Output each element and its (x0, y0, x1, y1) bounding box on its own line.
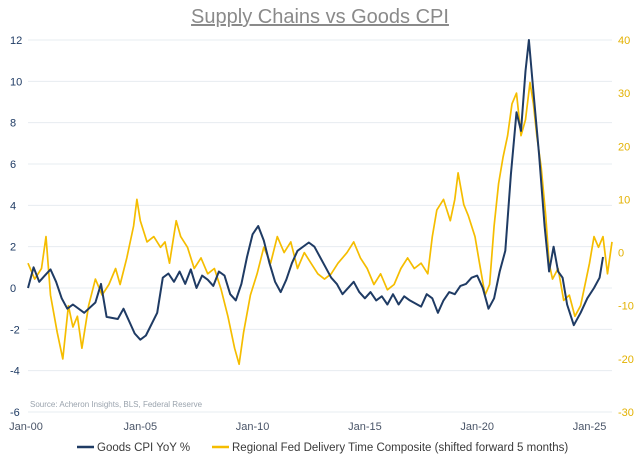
series-line-goods-cpi (27, 39, 604, 341)
left-tick-label: 4 (10, 200, 16, 212)
left-tick-label: -4 (10, 366, 20, 378)
series-line-delivery-time (27, 81, 613, 366)
left-tick-label: 0 (10, 283, 16, 295)
x-tick-label: Jan-15 (348, 421, 382, 433)
x-axis-ticks: Jan-00 Jan-05 Jan-10 Jan-15 Jan-20 Jan-25 (9, 421, 606, 433)
left-tick-label: -2 (10, 324, 20, 336)
series-lines (27, 39, 613, 366)
right-tick-label: 30 (618, 88, 630, 100)
right-tick-label: 0 (618, 248, 624, 260)
left-tick-label: 8 (10, 118, 16, 130)
left-tick-label: 2 (10, 242, 16, 254)
x-tick-label: Jan-20 (460, 421, 494, 433)
x-tick-label: Jan-25 (573, 421, 607, 433)
left-tick-label: 10 (10, 76, 22, 88)
right-tick-label: -20 (618, 354, 634, 366)
left-tick-label: 12 (10, 35, 22, 47)
right-tick-label: 40 (618, 35, 630, 47)
x-tick-label: Jan-10 (236, 421, 270, 433)
left-tick-label: -6 (10, 407, 20, 419)
left-tick-label: 6 (10, 159, 16, 171)
right-tick-label: -10 (618, 301, 634, 313)
chart-title: Supply Chains vs Goods CPI (191, 6, 449, 28)
left-axis-ticks: -6 -4 -2 0 2 4 6 8 10 12 (10, 35, 22, 419)
right-tick-label: -30 (618, 407, 634, 419)
legend: Goods CPI YoY % Regional Fed Delivery Ti… (77, 442, 568, 454)
gridlines (28, 39, 612, 413)
legend-label-delivery-time: Regional Fed Delivery Time Composite (sh… (232, 442, 568, 454)
source-note: Source: Acheron Insights, BLS, Federal R… (30, 400, 203, 409)
x-tick-label: Jan-05 (123, 421, 157, 433)
right-tick-label: 20 (618, 141, 630, 153)
right-tick-label: 10 (618, 194, 630, 206)
right-axis-ticks: -30 -20 -10 0 10 20 30 40 (618, 35, 634, 419)
x-tick-label: Jan-00 (9, 421, 43, 433)
legend-label-goods-cpi: Goods CPI YoY % (97, 442, 190, 454)
